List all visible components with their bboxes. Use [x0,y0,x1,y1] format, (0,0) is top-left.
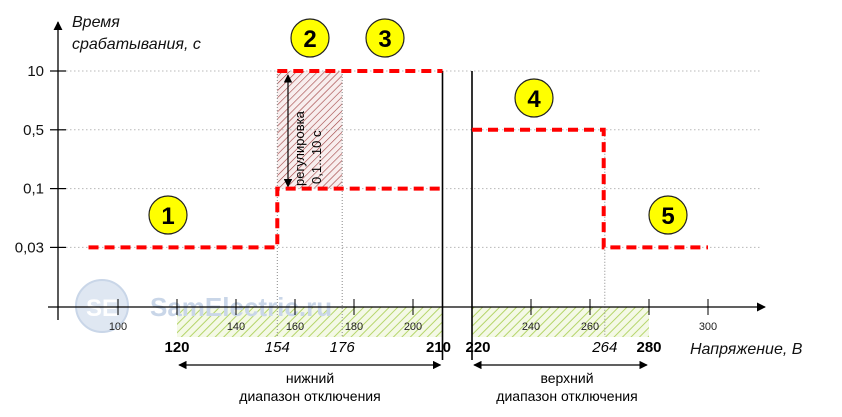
adjustment-label-group: регулировка 0,1...10 с [292,110,324,186]
x-tick-label: 160 [286,321,304,333]
x-tick-label: 180 [345,321,363,333]
marker-circle [514,78,554,118]
x-bold-label: 210 [426,339,451,356]
watermark-logo-text: SE [86,295,118,322]
marker-number: 3 [378,26,391,53]
x-bold-label: 120 [164,339,189,356]
y-tick-label: 10 [27,63,44,80]
step-line [88,186,443,250]
x-tick-label: 140 [227,321,245,333]
x-tick-label: 300 [699,321,717,333]
x-axis-title: Напряжение, В [690,341,803,358]
marker-number: 4 [527,86,541,113]
marker-number: 1 [161,203,174,230]
marker-circle [365,18,405,58]
y-tick-label: 0,1 [23,181,44,198]
y-axis-title: Время [72,14,120,31]
marker-circle [148,195,188,235]
range-label: верхний [540,370,593,386]
step-line [472,127,708,250]
x-tick-label: 260 [581,321,599,333]
range-hatch [177,307,443,337]
adjustment-label: 0,1...10 с [309,130,324,184]
range-hatch [472,307,649,337]
y-tick-label: 0,5 [23,122,44,139]
y-axis-title: срабатывания, с [72,36,201,53]
x-italic-label: 264 [591,339,617,356]
x-tick-label: 100 [109,321,127,333]
x-tick-label: 200 [404,321,422,333]
x-italic-label: 154 [265,339,290,356]
marker-circle [290,18,330,58]
x-tick-label: 240 [522,321,540,333]
range-label: диапазон отключения [239,388,380,404]
marker-number: 5 [661,203,674,230]
x-bold-label: 280 [636,339,661,356]
x-italic-label: 176 [330,339,356,356]
range-label: нижний [286,370,334,386]
marker-number: 2 [303,26,316,53]
watermark-logo [75,279,129,333]
x-bold-label: 220 [465,339,490,356]
marker-circle [648,195,688,235]
y-tick-label: 0,03 [15,239,44,256]
adjustment-label: регулировка [292,110,307,186]
range-label: диапазон отключения [496,388,637,404]
